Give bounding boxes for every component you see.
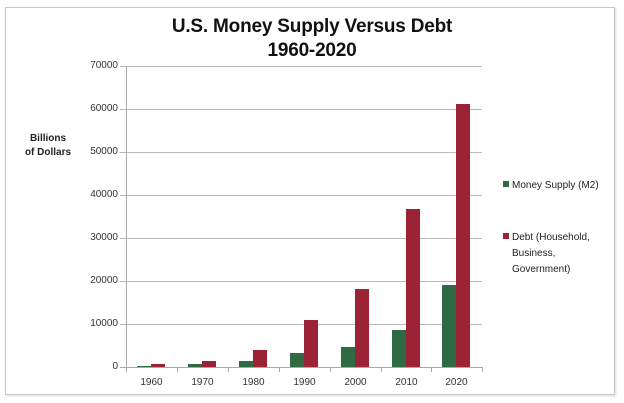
x-tick-mark xyxy=(279,367,280,372)
y-tick-label: 60000 xyxy=(90,103,118,114)
x-tick-label: 1970 xyxy=(191,377,214,388)
bar-debt xyxy=(456,104,470,367)
y-axis-label-line2: of Dollars xyxy=(24,147,72,158)
x-tick-label: 1990 xyxy=(293,377,316,388)
bar-money-supply xyxy=(392,330,406,367)
bar-debt xyxy=(202,360,216,367)
bar-debt xyxy=(253,350,267,367)
legend-label-line: Business, xyxy=(512,248,556,259)
gridline xyxy=(120,152,482,153)
legend-item-money-supply: Money Supply (M2) xyxy=(503,178,612,194)
legend-item-debt: Debt (Household, Business, Government) xyxy=(503,230,612,278)
x-tick-label: 2020 xyxy=(445,377,468,388)
y-tick-label: 50000 xyxy=(90,146,118,157)
gridline xyxy=(120,109,482,110)
y-axis-label: Billions of Dollars xyxy=(18,132,78,160)
x-tick-label: 1980 xyxy=(242,377,265,388)
bar-money-supply xyxy=(239,360,253,367)
legend-label-line: Debt (Household, xyxy=(512,232,590,243)
legend-swatch-green xyxy=(503,181,509,187)
x-tick-mark xyxy=(330,367,331,372)
chart-subtitle: 1960-2020 xyxy=(267,40,357,61)
gridline xyxy=(120,324,482,325)
bar-money-supply xyxy=(290,352,304,367)
gridline xyxy=(120,66,482,67)
x-tick-label: 1960 xyxy=(140,377,163,388)
x-tick-label: 2000 xyxy=(344,377,367,388)
y-tick-label: 10000 xyxy=(90,318,118,329)
bar-money-supply xyxy=(442,284,456,367)
y-axis-label-line1: Billions xyxy=(29,133,67,144)
gridline xyxy=(120,195,482,196)
x-tick-mark xyxy=(381,367,382,372)
bar-debt xyxy=(151,364,165,367)
bar-money-supply xyxy=(341,346,355,367)
y-tick-label: 20000 xyxy=(90,275,118,286)
bar-debt xyxy=(355,289,369,367)
x-axis xyxy=(120,367,482,368)
gridline xyxy=(120,238,482,239)
y-axis xyxy=(126,66,127,368)
chart-title: U.S. Money Supply Versus Debt xyxy=(171,16,453,37)
y-tick-label: 40000 xyxy=(90,189,118,200)
legend-label: Debt (Household, Business, Government) xyxy=(512,230,612,278)
y-tick-label: 70000 xyxy=(90,60,118,71)
bar-money-supply xyxy=(137,365,151,367)
bar-debt xyxy=(406,209,420,367)
x-tick-label: 2010 xyxy=(395,377,418,388)
legend-label: Money Supply (M2) xyxy=(512,180,599,191)
x-tick-mark xyxy=(228,367,229,372)
x-tick-mark xyxy=(177,367,178,372)
y-tick-label: 30000 xyxy=(90,232,118,243)
y-tick-label: 0 xyxy=(112,361,118,372)
x-tick-mark xyxy=(482,367,483,372)
gridline xyxy=(120,281,482,282)
legend-swatch-red xyxy=(503,233,509,239)
bar-money-supply xyxy=(188,364,202,367)
legend-label-line: Government) xyxy=(512,264,571,275)
x-tick-mark xyxy=(126,367,127,372)
bar-debt xyxy=(304,320,318,367)
x-tick-mark xyxy=(431,367,432,372)
